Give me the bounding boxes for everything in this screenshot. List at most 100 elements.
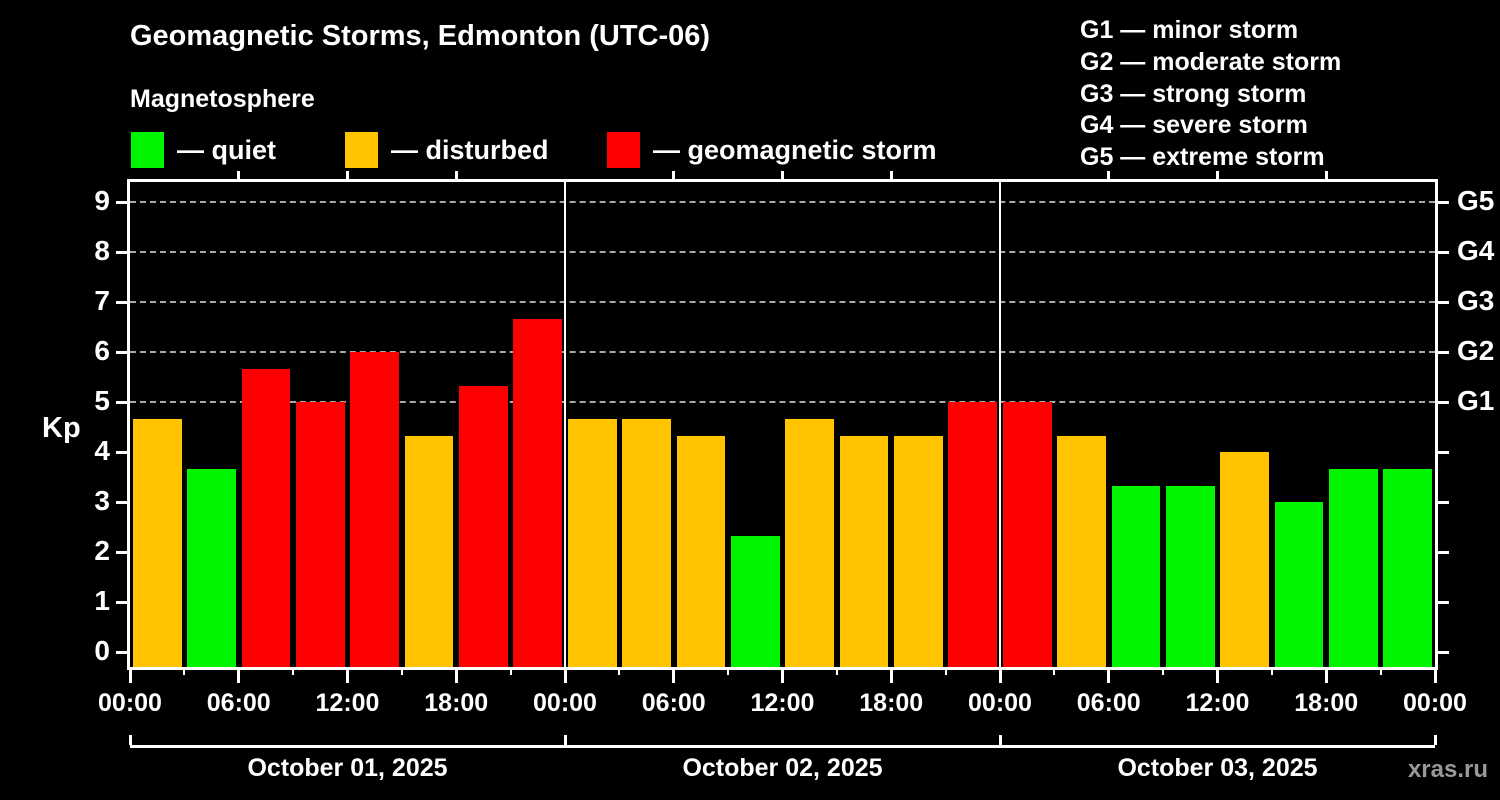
kp-bar xyxy=(513,318,563,667)
y-axis-tick-left xyxy=(116,250,130,254)
g-axis-label: G5 xyxy=(1457,185,1495,216)
kp-bar xyxy=(132,418,182,667)
kp-bar xyxy=(948,402,998,667)
x-axis-tick-major xyxy=(781,667,784,683)
kp-bar xyxy=(1111,485,1161,667)
kp-bar xyxy=(894,435,943,667)
x-axis-label: 00:00 xyxy=(98,689,162,717)
x-axis-label: 00:00 xyxy=(968,689,1032,717)
x-axis-tick-major xyxy=(672,667,676,683)
kp-bar xyxy=(839,435,889,667)
legend-label-quiet: — quiet xyxy=(177,135,276,165)
g-legend-item-g2: G2 — moderate storm xyxy=(1080,47,1342,76)
x-axis-tick-top xyxy=(346,171,349,182)
date-bracket-tick xyxy=(1433,735,1437,745)
date-label: October 03, 2025 xyxy=(1117,754,1318,782)
g-axis-label: G1 xyxy=(1457,385,1495,416)
y-axis-label: 3 xyxy=(94,485,110,516)
kp-bar xyxy=(1220,452,1270,667)
x-axis-tick-minor xyxy=(292,667,295,675)
x-axis-tick-major xyxy=(563,667,567,683)
y-axis-tick-right xyxy=(1435,400,1449,404)
kp-bar xyxy=(187,468,236,667)
g-scale-legend: G1 — minor storm G2 — moderate storm G3 … xyxy=(1080,15,1341,174)
y-axis-tick-left xyxy=(116,350,130,354)
x-axis-tick-minor xyxy=(1379,667,1382,675)
x-axis-label: 18:00 xyxy=(1294,689,1359,717)
x-axis-tick-top xyxy=(1324,171,1328,182)
x-axis-tick-major xyxy=(128,667,132,683)
chart-title: Geomagnetic Storms, Edmonton (UTC-06) xyxy=(130,20,711,52)
y-axis-tick-left xyxy=(116,650,130,654)
kp-bar xyxy=(459,385,508,667)
x-axis-tick-minor xyxy=(1270,667,1273,675)
y-axis-tick-right xyxy=(1435,350,1449,354)
gridline-kp5 xyxy=(130,401,1435,403)
kp-bar xyxy=(404,435,454,667)
x-axis-tick-major xyxy=(889,667,893,683)
kp-bar xyxy=(622,418,671,667)
y-axis-tick-right xyxy=(1435,250,1449,254)
y-axis-tick-left xyxy=(116,450,130,454)
x-axis-tick-major xyxy=(237,667,241,683)
date-label: October 01, 2025 xyxy=(247,754,448,782)
legend-swatch-quiet-icon xyxy=(131,132,164,168)
gridline-kp6 xyxy=(130,351,1435,353)
x-axis-tick-minor xyxy=(509,667,512,675)
x-axis-label: 12:00 xyxy=(315,689,380,717)
x-axis-tick-minor xyxy=(727,667,730,675)
kp-bar xyxy=(350,352,400,667)
y-axis-tick-left xyxy=(116,550,130,554)
x-axis-tick-minor xyxy=(1162,667,1165,675)
y-axis-tick-right xyxy=(1435,500,1449,504)
kp-bar xyxy=(567,418,617,667)
kp-bar xyxy=(1274,502,1324,667)
date-bracket-tick xyxy=(563,735,567,745)
day-separator-line xyxy=(999,182,1001,667)
y-axis-title: Kp xyxy=(42,412,81,444)
kp-bar xyxy=(1383,468,1433,667)
y-axis-label: 9 xyxy=(94,185,110,216)
kp-bar xyxy=(785,418,835,667)
g-legend-item-g4: G4 — severe storm xyxy=(1080,111,1308,140)
x-axis-tick-minor xyxy=(618,667,621,675)
y-axis-label: 5 xyxy=(94,385,110,416)
y-axis-label: 8 xyxy=(94,235,110,266)
x-axis-label: 00:00 xyxy=(533,689,597,717)
y-axis-tick-left xyxy=(116,600,130,604)
x-axis-tick-major xyxy=(1433,667,1437,683)
x-axis-tick-minor xyxy=(944,667,947,675)
y-axis-label: 7 xyxy=(94,285,110,316)
kp-bar xyxy=(241,368,291,667)
x-axis-label: 12:00 xyxy=(750,689,815,717)
x-axis-tick-major xyxy=(998,667,1002,683)
y-axis-tick-right xyxy=(1435,450,1449,454)
kp-bar xyxy=(295,402,345,667)
x-axis-tick-top xyxy=(889,171,893,182)
g-legend-item-g5: G5 — extreme storm xyxy=(1080,143,1325,172)
plot-frame xyxy=(127,179,1438,670)
x-axis-tick-top xyxy=(1216,171,1219,182)
y-axis-label: 4 xyxy=(94,435,110,466)
y-axis-tick-right xyxy=(1435,300,1449,304)
g-legend-item-g1: G1 — minor storm xyxy=(1080,16,1299,44)
kp-bar xyxy=(730,535,780,667)
x-axis-label: 06:00 xyxy=(641,689,706,717)
y-axis-tick-left xyxy=(116,200,130,204)
x-axis-label: 12:00 xyxy=(1185,689,1250,717)
x-axis-label: 06:00 xyxy=(1076,689,1141,717)
x-axis-tick-major xyxy=(454,667,458,683)
gridline-kp9 xyxy=(130,201,1435,203)
x-axis-tick-major xyxy=(346,667,349,683)
g-axis-label: G4 xyxy=(1457,235,1495,266)
y-axis-tick-left xyxy=(116,500,130,504)
y-axis-tick-left xyxy=(116,300,130,304)
y-axis-tick-right xyxy=(1435,600,1449,604)
kp-bar xyxy=(1165,485,1215,667)
kp-bar xyxy=(1002,402,1052,667)
x-axis-tick-minor xyxy=(835,667,838,675)
kp-bar xyxy=(1329,468,1378,667)
x-axis-label: 00:00 xyxy=(1403,689,1467,717)
